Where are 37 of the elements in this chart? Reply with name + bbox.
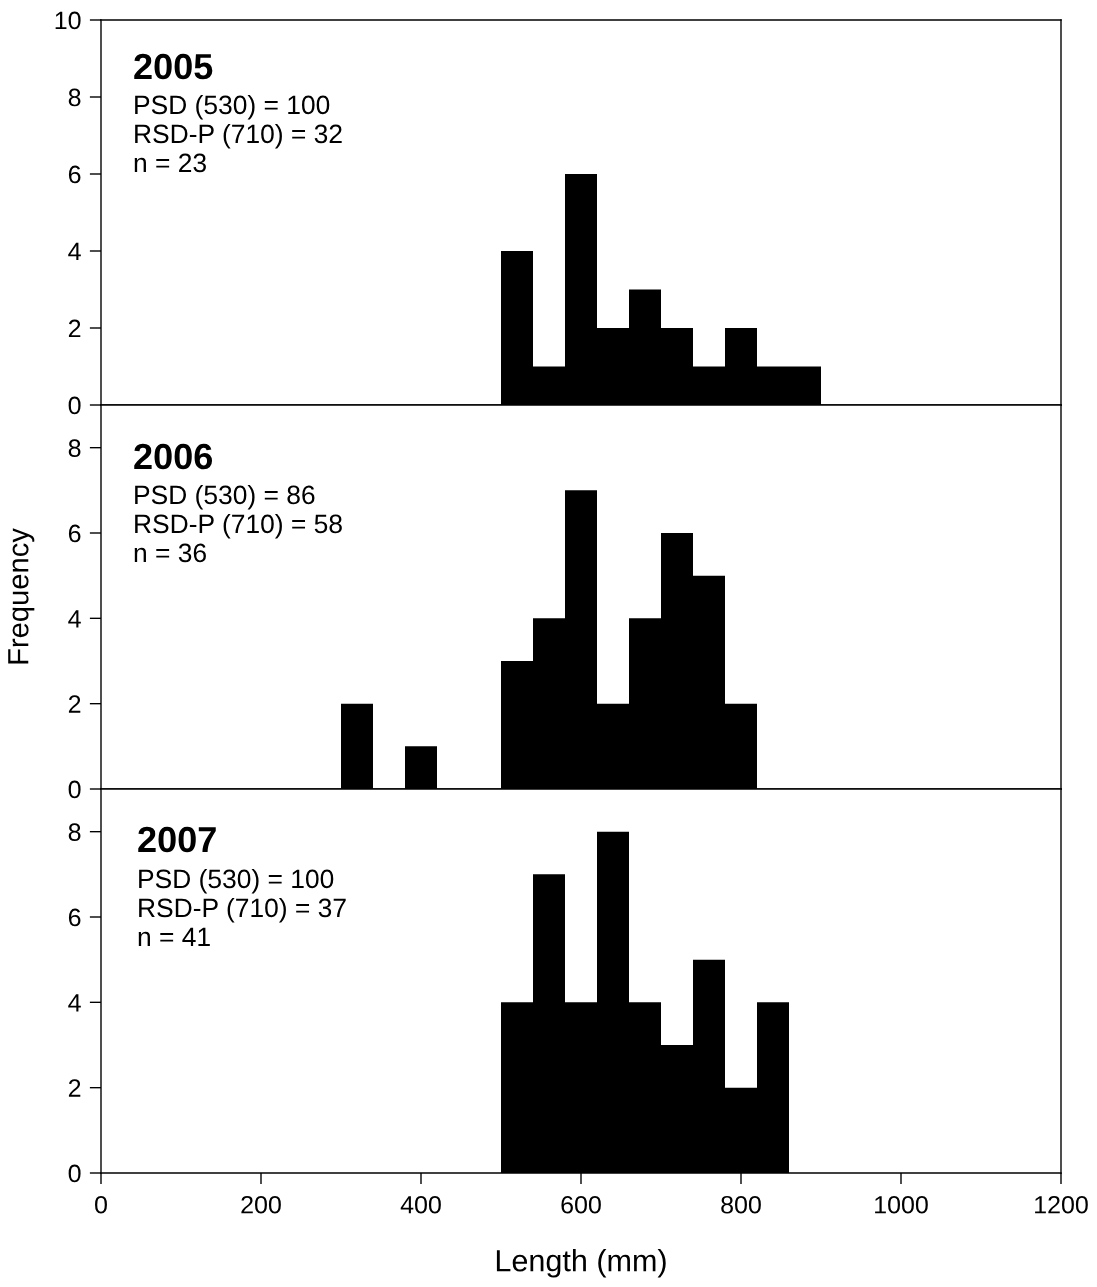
x-tick-label: 600	[561, 1195, 601, 1214]
y-tick-label: 10	[55, 11, 81, 30]
y-tick-label: 6	[68, 524, 81, 543]
text: 2006	[134, 443, 213, 470]
y-tick-label: 4	[68, 994, 81, 1012]
y-tick-label: 4	[68, 610, 81, 628]
x-tick-label: 1000	[875, 1195, 928, 1214]
y-axis-title: Frequency	[8, 528, 35, 664]
annotation: RSD-P (710) = 32	[135, 123, 342, 149]
y-tick-label: 0	[68, 780, 81, 799]
annotation: n = 23	[134, 153, 206, 173]
y-tick-label: 6	[68, 908, 81, 927]
y-tick-label: 4	[68, 242, 81, 261]
annotation: RSD-P (710) = 37	[139, 897, 346, 923]
text: 2005	[134, 53, 213, 80]
y-tick-label: 8	[68, 88, 81, 107]
y-tick-label: 8	[68, 439, 81, 457]
y-tick-label: 2	[68, 1079, 81, 1097]
y-tick-label: 2	[68, 695, 81, 713]
x-axis-title: Length (mm)	[496, 1249, 666, 1278]
y-tick-label: 0	[68, 1164, 81, 1183]
annotation: PSD (530) = 100	[139, 868, 334, 894]
y-tick-label: 0	[68, 396, 81, 415]
annotation: PSD (530) = 100	[135, 94, 330, 120]
y-tick-label: 6	[68, 165, 81, 184]
annotation: n = 41	[138, 927, 210, 946]
annotation: RSD-P (710) = 58	[135, 513, 342, 539]
x-tick-label: 0	[95, 1195, 107, 1214]
annotation: PSD (530) = 86	[135, 484, 315, 510]
x-tick-label: 200	[241, 1195, 281, 1214]
y-tick-label: 8	[68, 823, 81, 841]
text: 2007	[138, 826, 216, 853]
x-tick-label: 1200	[1035, 1195, 1088, 1214]
x-tick-label: 400	[400, 1195, 441, 1214]
annotation: n = 36	[134, 543, 206, 563]
y-tick-label: 2	[68, 319, 81, 338]
x-tick-label: 800	[721, 1195, 761, 1214]
